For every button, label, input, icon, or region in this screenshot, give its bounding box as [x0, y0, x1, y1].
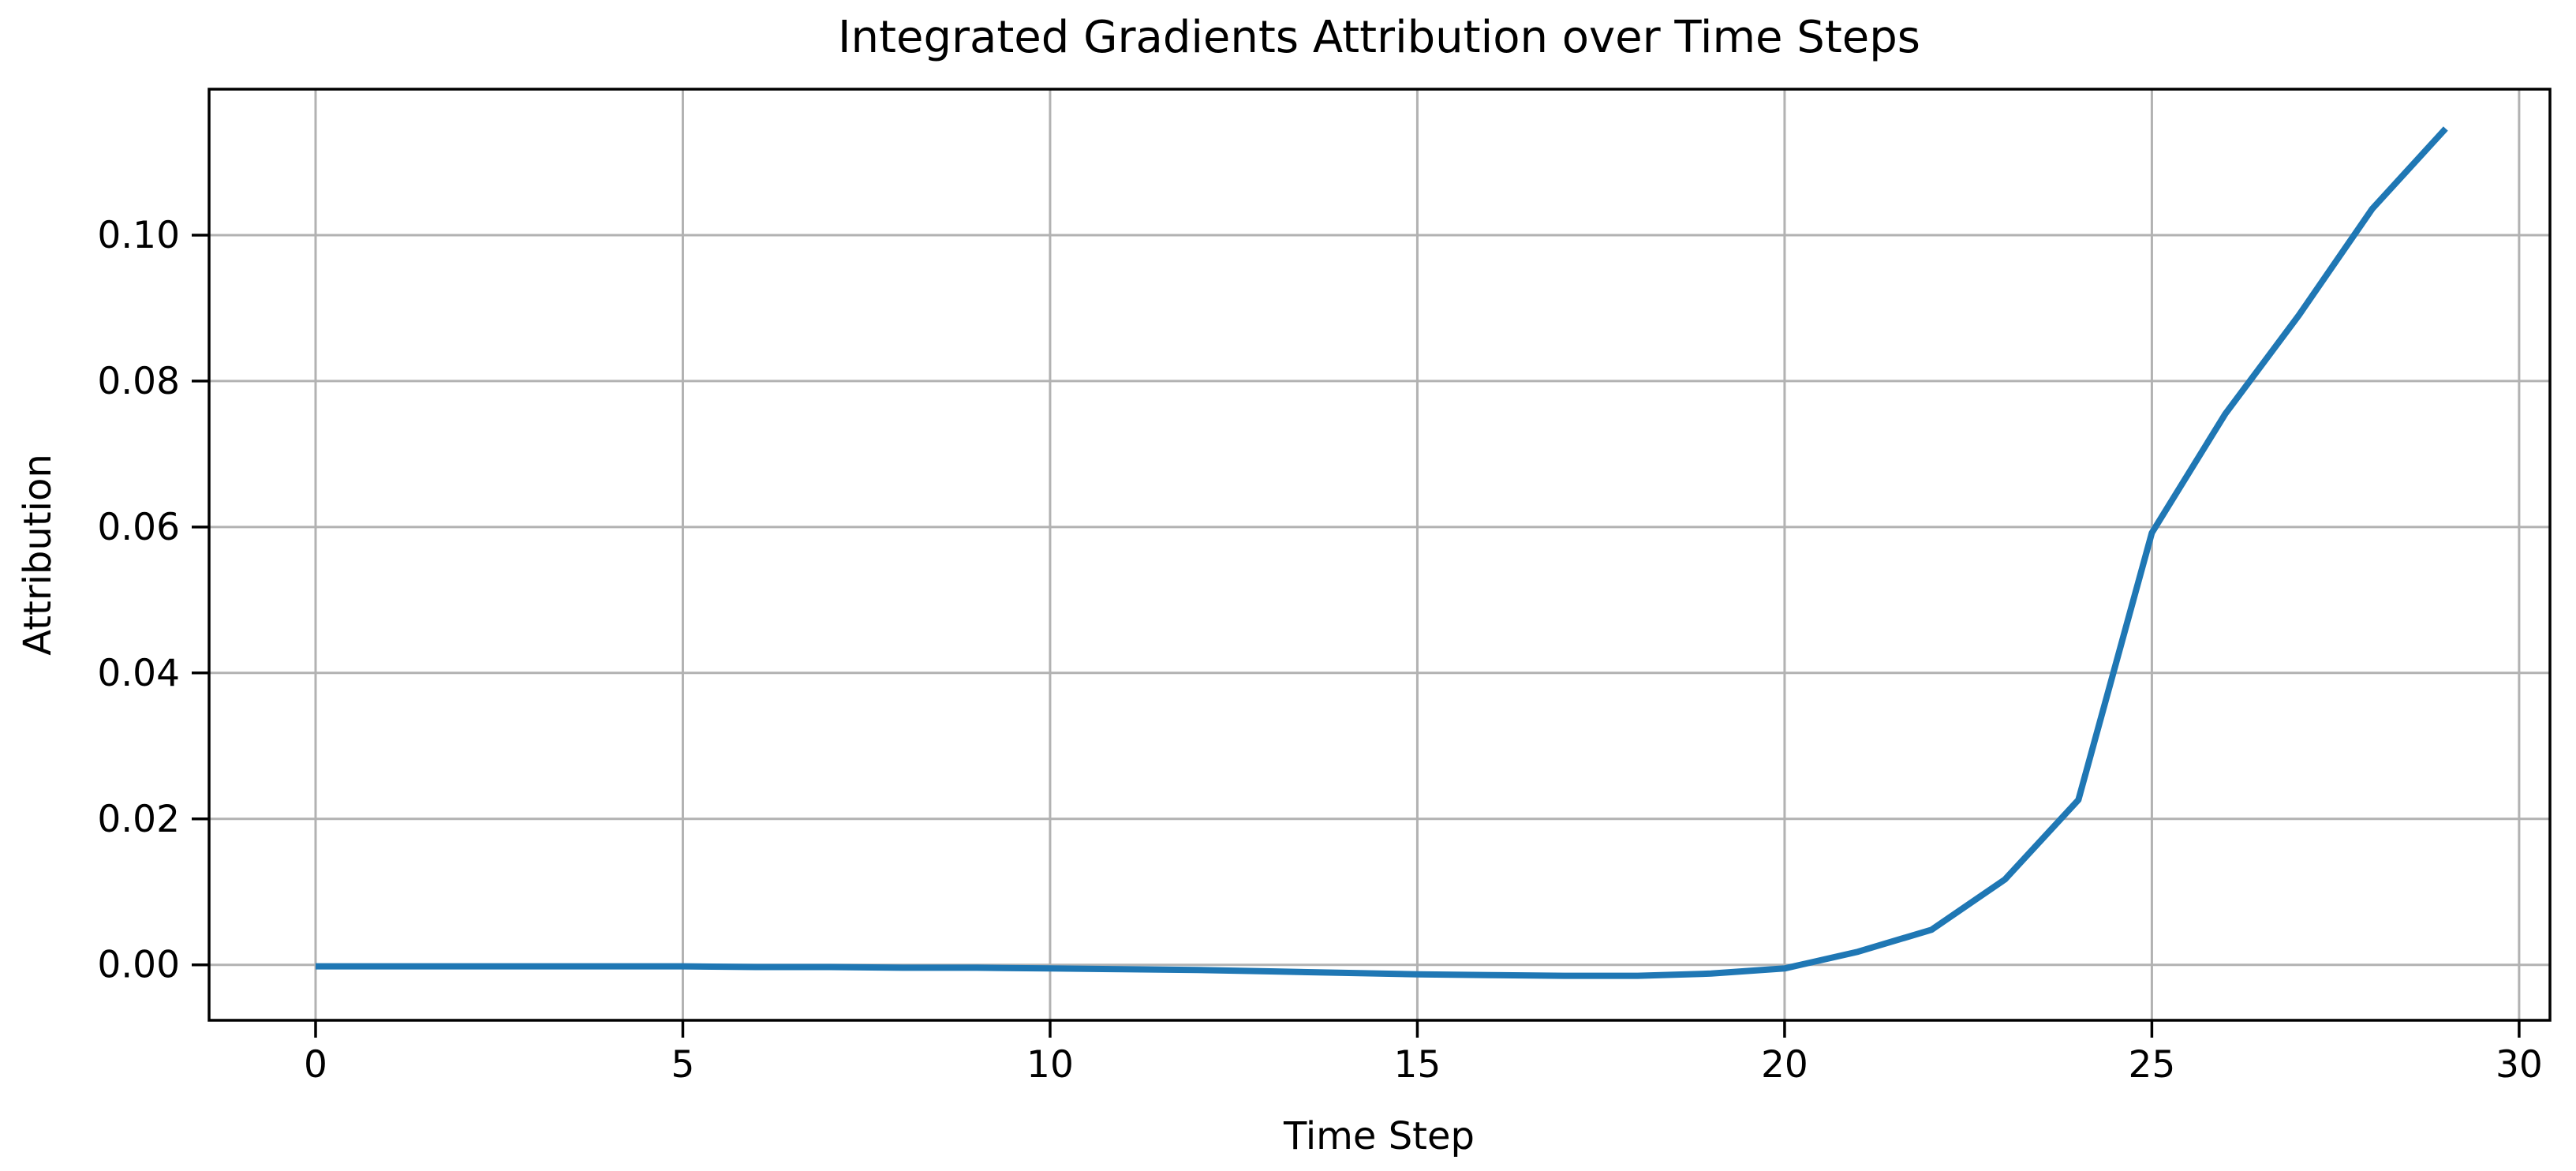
- x-tick-label: 30: [2496, 1043, 2543, 1087]
- x-tick-label: 10: [1026, 1043, 1074, 1087]
- tick-layer: 0 5 10 15 20 25 30 0.00 0.02 0.04 0.06 0.08 0.10: [97, 214, 2542, 1087]
- y-tick-label: 0.06: [97, 506, 180, 549]
- attribution-line: [316, 126, 2448, 979]
- x-axis-label: Time Step: [1283, 1114, 1475, 1158]
- series-layer: [316, 126, 2448, 979]
- x-tick-label: 25: [2129, 1043, 2176, 1087]
- y-tick-label: 0.08: [97, 360, 180, 403]
- y-axis-label: Attribution: [16, 454, 60, 656]
- chart-title: Integrated Gradients Attribution over Ti…: [838, 12, 1920, 63]
- y-tick-label: 0.04: [97, 652, 180, 695]
- axes-spines: [208, 88, 2552, 1022]
- x-tick-label: 5: [671, 1043, 695, 1087]
- x-tick-label: 0: [304, 1043, 327, 1087]
- plot-area: [209, 89, 2550, 1020]
- x-tick-label: 20: [1761, 1043, 1808, 1087]
- y-tick-label: 0.10: [97, 214, 180, 257]
- y-tick-label: 0.00: [97, 944, 180, 987]
- x-tick-label: 15: [1394, 1043, 1441, 1087]
- y-tick-label: 0.02: [97, 798, 180, 841]
- grid-layer: [209, 89, 2550, 1020]
